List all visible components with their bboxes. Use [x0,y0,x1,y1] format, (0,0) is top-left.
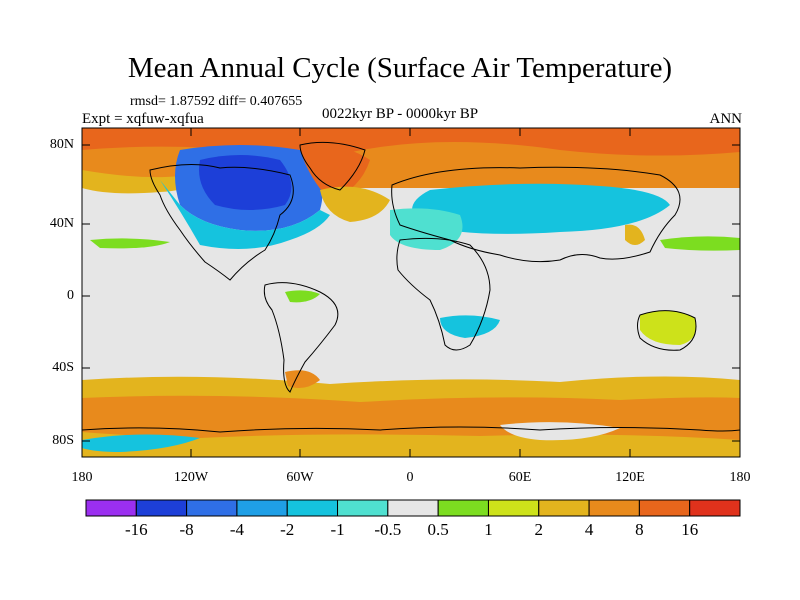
colorbar-swatch [538,499,590,517]
colorbar-label: 16 [681,520,699,539]
y-tick-label: 0 [67,288,74,303]
coast-greenland [299,141,366,191]
colorbar-label: -4 [229,520,244,539]
arctic-orange-region [82,128,740,160]
period-label: 0022kyr BP - 0000kyr BP [322,106,479,122]
colorbar-label: -8 [179,520,194,539]
x-tick-label: 60W [286,470,314,485]
colorbar-label: -0.5 [374,520,402,539]
x-tick-label: 60E [508,470,532,485]
coast-australia [637,310,697,351]
colorbar-swatch [337,499,389,517]
colorbar-swatch [85,499,137,517]
arctic-yellow-patches [82,170,187,194]
colorbar-label: 4 [584,520,594,539]
coastlines [82,141,740,433]
x-tick-label: 120E [615,470,645,485]
colorbar-label: 8 [635,520,644,539]
x-tick-label: 120W [173,470,209,485]
experiment-label: Expt = xqfuw-xqfua [82,111,204,127]
north-atlantic-warm [320,186,390,222]
east-asia-warm-patch [625,224,645,245]
x-tick-label: 0 [406,470,414,485]
africa-cool-patch [440,315,500,338]
y-tick-label: 80S [52,433,74,448]
colorbar-label: 0.5 [427,520,449,539]
siberia-cool-region [412,183,670,234]
colorbar-label: 2 [534,520,544,539]
colorbar-swatch [689,499,741,517]
stats-text: rmsd= 1.87592 diff= 0.407655 [130,94,303,109]
colorbar-label: 1 [484,520,493,539]
axis-ticks [82,128,740,457]
colorbar-label: -2 [280,520,295,539]
colorbar-label: -1 [330,520,345,539]
west-pacific-green [660,236,740,251]
colorbar-swatch [387,499,439,517]
coast-antarctica [82,426,740,433]
north-pacific-green [90,238,170,249]
y-tick-label: 40S [52,360,74,375]
chart-title: Mean Annual Cycle (Surface Air Temperatu… [127,52,673,84]
greenland-warm [300,146,370,200]
coast-south-america [263,282,339,393]
pacific-green-patch [285,290,320,303]
colorbar-swatch [487,499,540,517]
colorbar-label: -16 [124,520,148,539]
colorbar-swatch [588,499,640,517]
laurentide-core [199,155,292,210]
y-tick-label: 40N [49,216,74,231]
coast-north-america [149,163,294,281]
antarctic-white-patch [500,422,620,441]
coast-eurasia [391,166,681,263]
y-tick-label: 80N [49,137,74,152]
colorbar-swatch [286,499,339,517]
x-tick-label: 180 [71,470,93,485]
colorbar-swatch [186,499,238,517]
x-tick-label: 180 [729,470,751,485]
colorbar-swatch [437,499,489,517]
season-label: ANN [709,111,743,127]
colorbar-swatch [135,499,188,517]
colorbar-swatch [236,499,288,517]
map-frame [81,127,741,458]
north-america-cool-fringe [160,180,330,249]
colorbar-swatch [638,499,691,517]
australia-warm-patch [640,310,696,345]
antarctic-coast-cool [82,434,200,452]
coast-africa [396,237,491,351]
